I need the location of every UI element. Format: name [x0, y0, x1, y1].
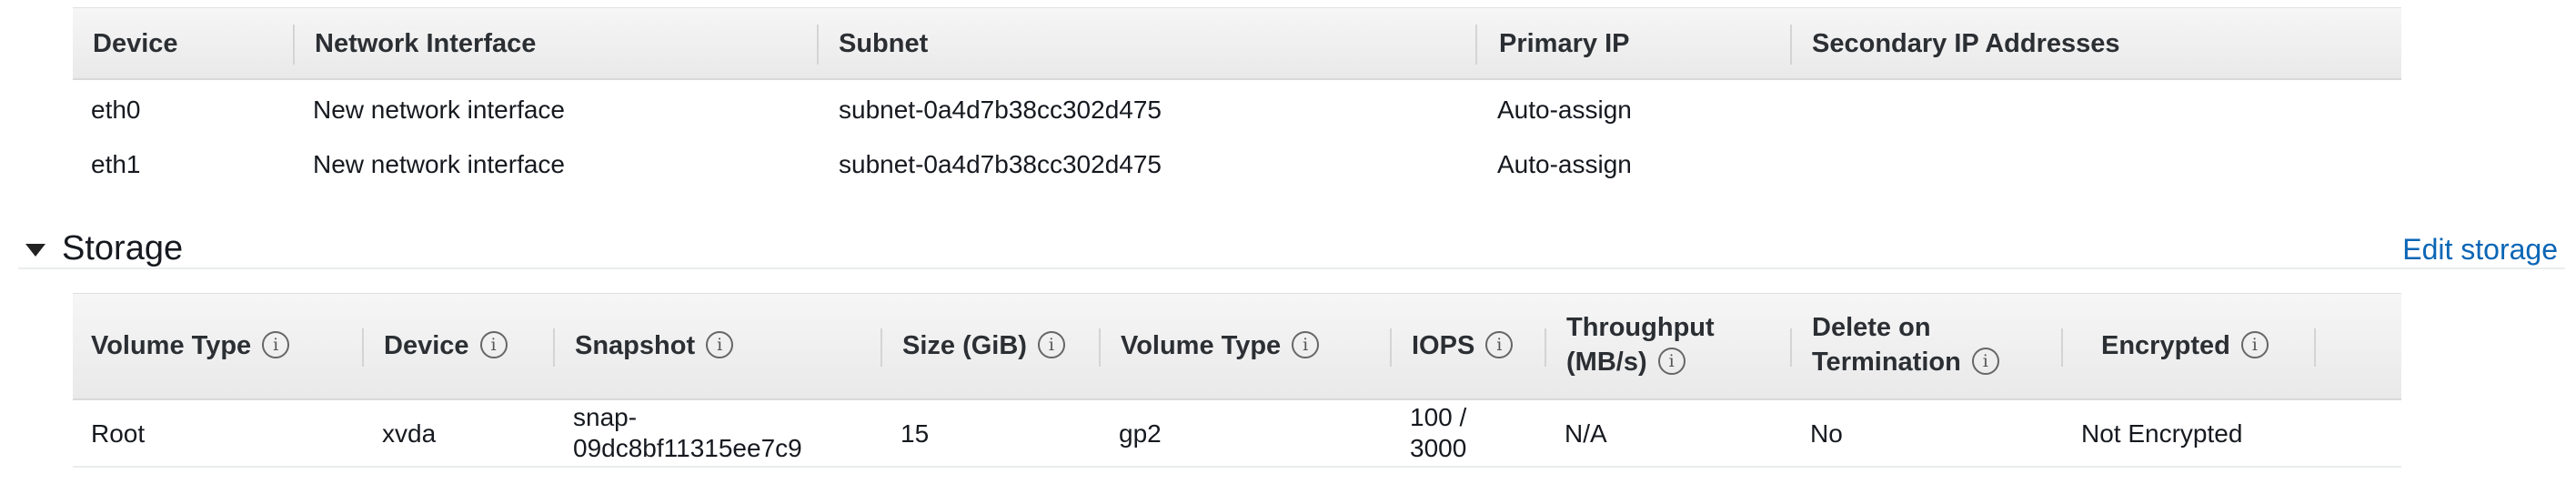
column-divider	[1099, 328, 1101, 367]
column-divider	[362, 328, 364, 367]
col-header-label: (MB/s)	[1566, 348, 1647, 377]
col-header-label: Size (GiB)	[902, 331, 1027, 360]
row-size: 15	[901, 419, 930, 448]
col-header-label: Volume Type	[1121, 331, 1282, 360]
column-divider	[2061, 328, 2063, 367]
col-header-iops: IOPS i	[1412, 328, 1514, 363]
col-header-label: Device	[384, 331, 469, 360]
row-snapshot: snap- 09dc8bf11315ee7c9	[573, 402, 802, 464]
row-network-interface: New network interface	[313, 96, 566, 124]
row-primary-ip: Auto-assign	[1497, 96, 1632, 124]
col-header-volume-type: Volume Type i	[91, 328, 290, 363]
info-icon[interactable]: i	[1037, 331, 1065, 359]
row-throughput: N/A	[1565, 419, 1607, 448]
col-header-device: Device	[93, 29, 178, 58]
column-divider	[2314, 328, 2316, 367]
row-delete-on-termination: No	[1810, 419, 1843, 448]
column-divider	[880, 328, 882, 367]
row-device: eth0	[91, 96, 141, 124]
col-header-encrypted: Encrypted i	[2101, 328, 2269, 363]
col-header-snapshot: Snapshot i	[575, 328, 734, 363]
row-volume-type-2: gp2	[1119, 419, 1162, 448]
col-header-device: Device i	[384, 328, 508, 363]
row-primary-ip: Auto-assign	[1497, 150, 1632, 178]
column-divider	[293, 25, 295, 65]
info-icon[interactable]: i	[1971, 348, 1999, 376]
edit-storage-link[interactable]: Edit storage	[2402, 233, 2558, 266]
storage-section-title[interactable]: Storage	[62, 229, 184, 267]
column-divider	[1545, 328, 1546, 367]
column-divider	[1475, 25, 1477, 65]
col-header-size: Size (GiB) i	[902, 328, 1065, 363]
col-header-throughput: Throughput (MB/s) i	[1566, 310, 1715, 379]
iops-line: 3000	[1410, 434, 1467, 462]
col-header-label: Snapshot	[575, 331, 696, 360]
iops-line: 100 /	[1410, 403, 1467, 431]
column-divider	[1790, 328, 1792, 367]
column-divider	[1790, 25, 1792, 65]
row-iops: 100 / 3000	[1410, 402, 1466, 464]
snapshot-line: snap-	[573, 403, 638, 431]
col-header-label: Termination	[1812, 348, 1961, 377]
col-header-subnet: Subnet	[839, 29, 929, 58]
row-encrypted: Not Encrypted	[2081, 419, 2243, 448]
col-header-network-interface: Network Interface	[315, 29, 537, 58]
network-interfaces-table: Device Network Interface Subnet Primary …	[73, 7, 2401, 184]
column-divider	[817, 25, 819, 65]
info-icon[interactable]: i	[262, 331, 290, 359]
section-divider	[18, 267, 2565, 269]
row-device: eth1	[91, 150, 141, 178]
row-subnet: subnet-0a4d7b38cc302d475	[839, 150, 1162, 178]
column-divider	[1390, 328, 1392, 367]
row-divider	[73, 466, 2401, 468]
network-table-header: Device Network Interface Subnet Primary …	[73, 7, 2401, 80]
col-header-label: Encrypted	[2101, 331, 2230, 360]
col-header-volume-type-2: Volume Type i	[1121, 328, 1320, 363]
info-icon[interactable]: i	[706, 331, 734, 359]
info-icon[interactable]: i	[1292, 331, 1320, 359]
row-volume-type: Root	[91, 419, 146, 448]
col-header-label: Volume Type	[91, 331, 252, 360]
col-header-label: Delete on	[1812, 313, 1931, 342]
row-subnet: subnet-0a4d7b38cc302d475	[839, 96, 1162, 124]
info-icon[interactable]: i	[1485, 331, 1514, 359]
col-header-primary-ip: Primary IP	[1499, 29, 1630, 58]
info-icon[interactable]: i	[1657, 348, 1685, 376]
col-header-secondary-ip: Secondary IP Addresses	[1812, 29, 2120, 58]
column-divider	[553, 328, 555, 367]
storage-table: Volume Type i Device i Snapshot i Size (GiB…	[73, 293, 2401, 469]
col-header-label: IOPS	[1412, 331, 1475, 360]
snapshot-line: 09dc8bf11315ee7c9	[573, 434, 802, 462]
info-icon[interactable]: i	[2240, 331, 2269, 359]
storage-table-header: Volume Type i Device i Snapshot i Size (GiB…	[73, 293, 2401, 400]
row-device: xvda	[382, 419, 437, 448]
caret-down-icon[interactable]	[25, 244, 45, 257]
row-network-interface: New network interface	[313, 150, 566, 178]
info-icon[interactable]: i	[479, 331, 508, 359]
col-header-label: Throughput	[1566, 313, 1715, 342]
col-header-delete-on-termination: Delete on Termination i	[1812, 310, 1999, 379]
storage-section-header: Storage Edit storage	[18, 224, 2565, 278]
